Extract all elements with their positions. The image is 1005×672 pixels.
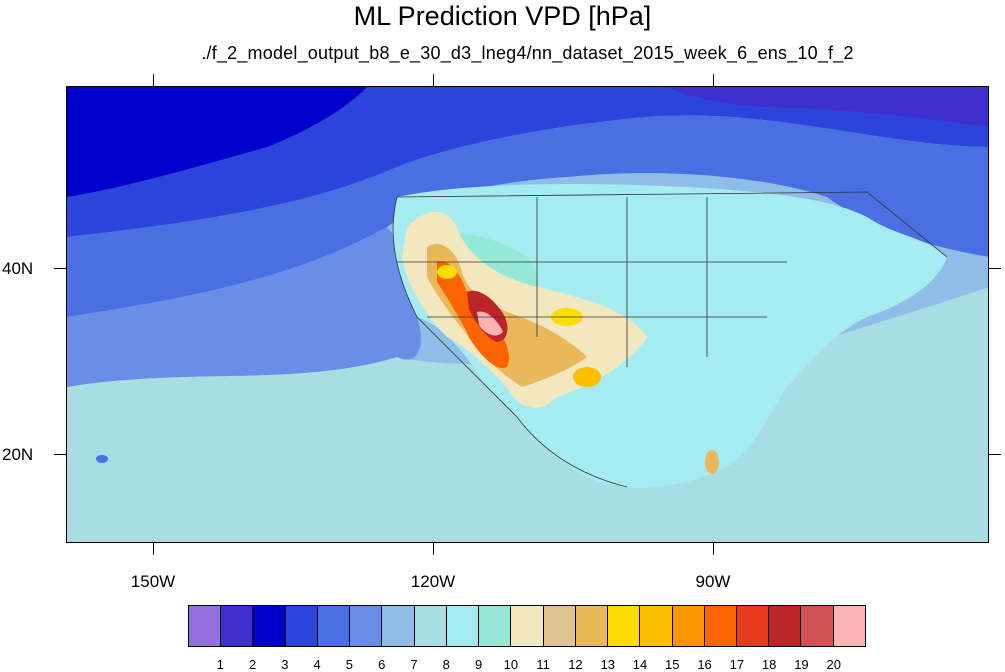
colorbar-label: 10 [503, 657, 519, 672]
lat-tick [989, 268, 1001, 269]
colorbar-label: 12 [568, 657, 583, 672]
lat-label-40n: 40N [2, 259, 34, 278]
colorbar-box [511, 606, 544, 646]
colorbar-box [382, 606, 415, 646]
colorbar-box [543, 606, 576, 646]
hot-spot [437, 265, 457, 279]
colorbar-box [414, 606, 447, 646]
peak-region [477, 311, 503, 336]
lon-tick [153, 543, 154, 555]
colorbar-box [479, 606, 512, 646]
land-region [393, 184, 947, 488]
colorbar-box [704, 606, 737, 646]
colorbar-box [575, 606, 609, 646]
colorbar-box [672, 606, 705, 646]
colorbar-label: 7 [410, 657, 418, 672]
colorbar-box [253, 606, 286, 646]
lon-tick [153, 74, 154, 86]
map-panel [66, 86, 989, 543]
lon-tick [433, 74, 434, 86]
lat-label-20n: 20N [2, 445, 34, 464]
colorbar-box [608, 606, 641, 646]
vpd-map [67, 87, 988, 542]
colorbar-label: 1 [216, 657, 224, 672]
lon-tick [713, 74, 714, 86]
colorbar-label: 2 [248, 657, 257, 672]
hot-spot [705, 450, 719, 474]
hot-spot [573, 367, 601, 387]
colorbar-box [640, 606, 673, 646]
colorbar-label: 19 [794, 657, 809, 672]
lat-tick [989, 454, 1001, 455]
colorbar-label: 16 [697, 657, 712, 672]
colorbar-box [769, 606, 802, 646]
colorbar-label: 8 [442, 657, 450, 672]
colorbar-label: 9 [474, 657, 483, 672]
hawaii-island [96, 455, 108, 463]
colorbar-label: 17 [729, 657, 745, 672]
lon-label-150w: 150W [130, 572, 176, 591]
colorbar-label: 5 [345, 657, 354, 672]
ocean-violet-region [667, 87, 988, 127]
colorbar-box [736, 606, 770, 646]
lat-tick [54, 268, 66, 269]
lon-tick [713, 543, 714, 555]
colorbar-label: 15 [665, 657, 680, 672]
colorbar-box [317, 606, 351, 646]
lat-tick [54, 454, 66, 455]
colorbar-box [833, 606, 865, 646]
colorbar-label: 4 [313, 657, 321, 672]
colorbar-box [801, 606, 834, 646]
lon-tick [433, 543, 434, 555]
lon-label-90w: 90W [695, 572, 731, 591]
colorbar-label: 20 [826, 657, 841, 672]
colorbar-label: 11 [536, 657, 550, 672]
colorbar-label: 6 [378, 657, 386, 672]
colorbar-box [189, 606, 222, 646]
ocean-light-region [67, 227, 421, 387]
colorbar-label: 18 [761, 657, 777, 672]
colorbar-label: 14 [632, 657, 648, 672]
figure-title: ML Prediction VPD [hPa] [353, 1, 652, 31]
ocean-deep-region [67, 87, 367, 197]
colorbar-box [446, 606, 480, 646]
colorbar-box [221, 606, 254, 646]
orange-region [427, 243, 587, 387]
lon-label-120w: 120W [410, 572, 456, 591]
ocean-mid-region [67, 115, 988, 317]
colorbar-label: 3 [281, 657, 289, 672]
figure-subtitle: ./f_2_model_output_b8_e_30_d3_lneg4/nn_d… [201, 43, 854, 63]
colorbar-box [350, 606, 383, 646]
tan-region [402, 212, 647, 408]
colorbar-label: 13 [600, 657, 615, 672]
colorbar [188, 605, 866, 647]
colorbar-box [285, 606, 318, 646]
coastlines [392, 191, 948, 488]
